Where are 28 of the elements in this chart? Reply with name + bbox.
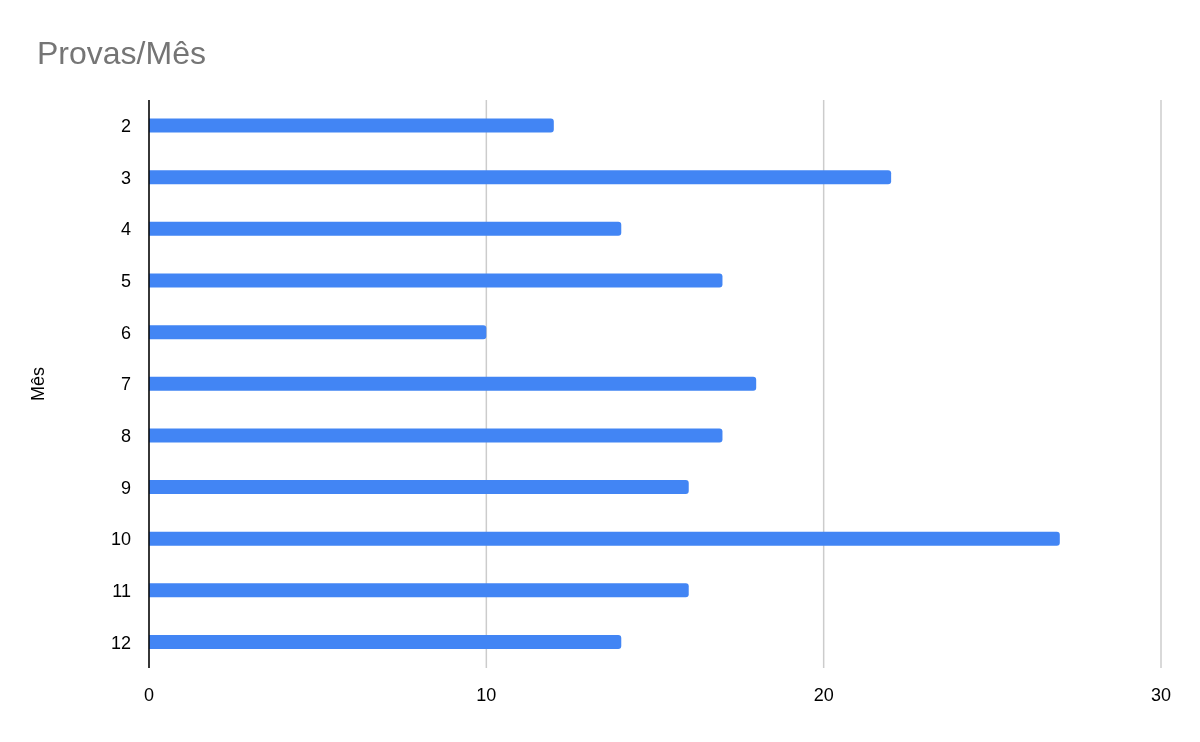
bar [149,583,689,598]
x-tick-label: 10 [476,684,497,705]
bar [149,428,723,443]
y-axis-title: Mês [28,366,49,402]
y-tick-label: 6 [120,322,131,343]
y-tick-label: 4 [120,219,131,240]
y-tick-label: 11 [112,580,131,601]
y-tick-label: 10 [110,529,131,550]
chart-title: Provas/Mês [37,35,206,72]
bar [149,325,487,340]
y-tick-label: 12 [110,632,131,653]
bar [149,273,723,288]
bar [149,118,554,133]
y-tick-label: 8 [120,426,131,447]
x-tick-label: 30 [1150,684,1172,705]
bar [149,376,757,391]
bar [149,480,689,495]
bar [149,531,1060,546]
x-tick-label: 0 [143,684,155,705]
y-tick-label: 7 [120,374,131,395]
y-tick-label: 3 [120,167,131,188]
bar [149,634,622,649]
bar [149,170,892,185]
y-tick-label: 5 [120,271,131,292]
bar [149,221,622,236]
y-tick-label: 9 [120,477,131,498]
x-tick-label: 20 [813,684,834,705]
y-tick-label: 2 [120,116,131,137]
